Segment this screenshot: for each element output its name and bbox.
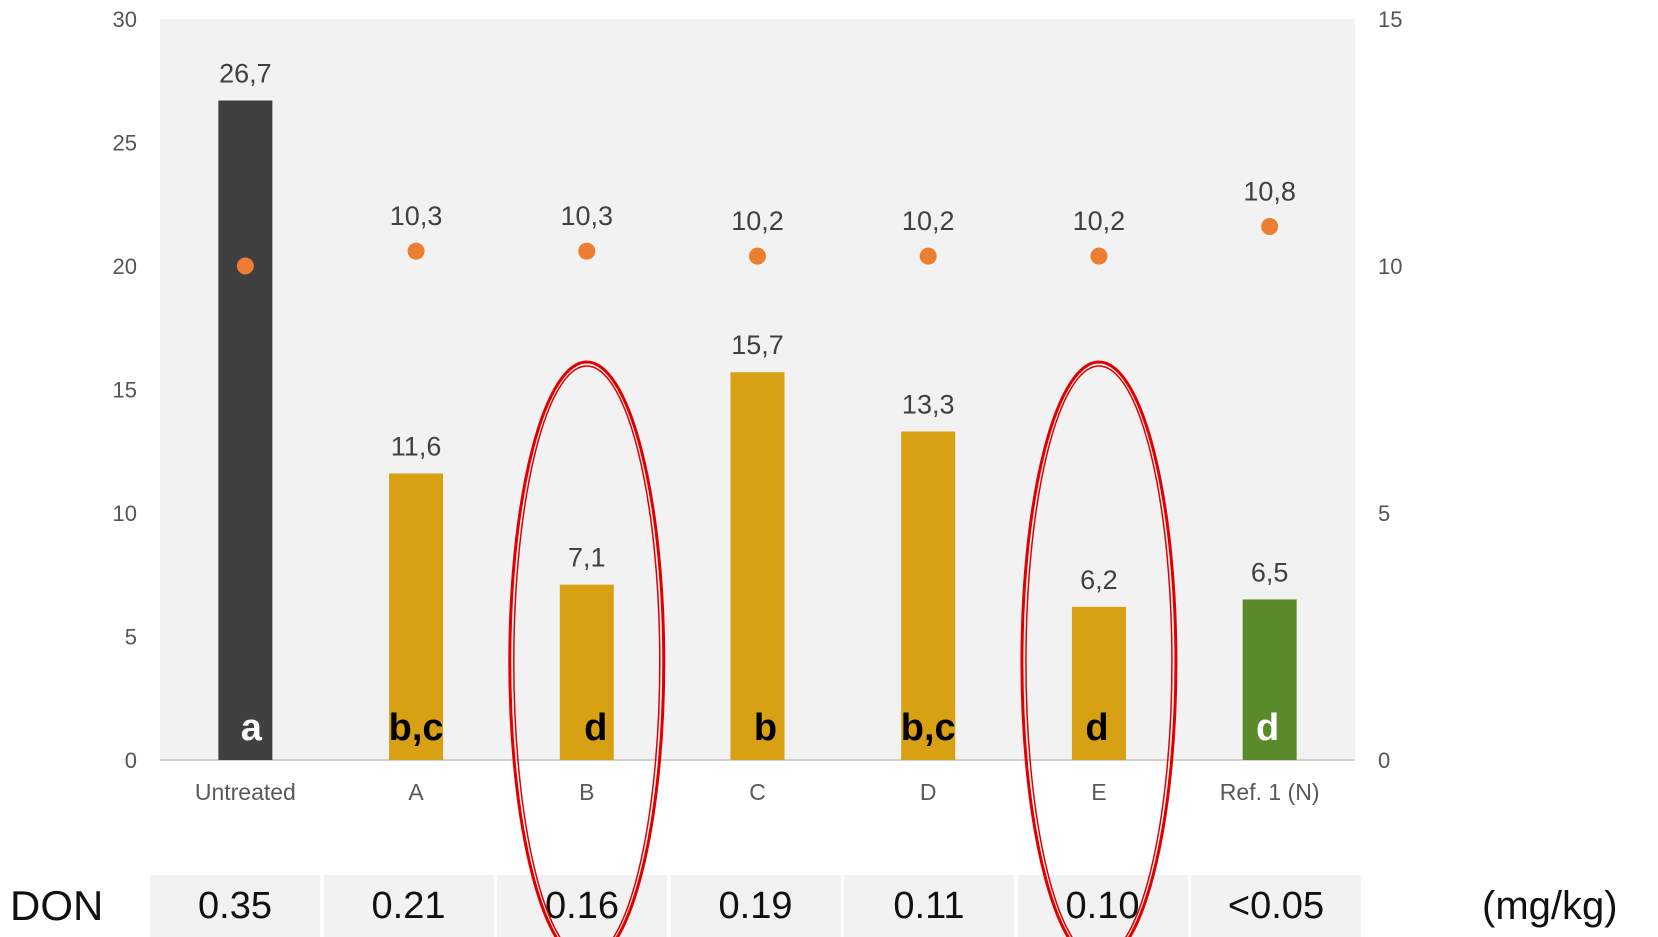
significance-letter: b,c [389,707,444,749]
y2-tick-label: 0 [1378,748,1390,773]
point [236,257,254,275]
point-value-label: 10,2 [902,206,955,236]
don-value-cell: 0.11 [844,875,1014,937]
bar-value-label: 7,1 [568,543,606,573]
x-category-label: Ref. 1 (N) [1220,779,1320,805]
don-value-cell: 0.21 [323,875,494,937]
y-tick-label: 20 [113,254,137,279]
point-series: 10,0 10,3 10,3 10,2 10,2 10,2 10,8 [219,176,1296,275]
y-tick-label: 25 [113,131,137,156]
point-value-label: 10,2 [731,206,784,236]
point [1261,217,1279,235]
point-value-label: 10,3 [561,201,614,231]
bar-value-label: 13,3 [902,389,955,419]
point [749,247,766,265]
y-tick-label: 15 [113,378,137,403]
y-tick-label: 30 [113,7,137,32]
don-value-cell: <0.05 [1191,875,1361,937]
don-value-cell: 0.10 [1017,875,1188,937]
x-category-label: B [579,779,594,805]
bar-value-label: 6,2 [1080,565,1118,595]
bar-value-label: 15,7 [731,330,784,360]
significance-letter: d [584,707,607,749]
significance-letter: b,c [901,707,956,749]
y-tick-label: 10 [113,501,137,526]
y2-tick-label: 15 [1378,7,1402,32]
y2-tick-label: 5 [1378,501,1390,526]
x-category-label: C [749,779,766,805]
y-tick-label: 5 [125,625,137,650]
x-category-label: A [408,779,424,805]
x-axis-categories: Untreated A B C D E Ref. 1 (N) [195,779,1320,805]
don-value-cell: 0.35 [150,875,320,937]
significance-letter: a [241,707,263,749]
bar [901,431,956,760]
significance-letter: d [1085,707,1108,749]
y-axis-left: 0 5 10 15 20 25 30 [113,7,137,773]
significance-letter: d [1256,707,1279,749]
y-axis-right: 0 5 10 15 [1378,7,1402,773]
bar [1242,599,1297,760]
bar [218,100,273,760]
point-value-label: 10,3 [390,201,443,231]
point-value-label: 10,2 [1073,206,1126,236]
don-unit: (mg/kg) [1482,883,1618,928]
point-value-label: 10,0 [219,216,272,246]
don-value-cell: 0.19 [670,875,841,937]
y2-tick-label: 10 [1378,254,1402,279]
x-category-label: D [920,779,937,805]
point-value-label: 10,8 [1243,176,1296,206]
point [407,242,425,260]
bar [389,473,444,760]
point [919,247,937,265]
bar-value-label: 26,7 [219,59,272,89]
x-category-label: E [1091,779,1106,805]
don-value-cell: 0.16 [497,875,667,937]
bar-value-label: 11,6 [391,431,442,461]
significance-letter: b [754,707,777,749]
point [1090,247,1108,265]
bar-value-label: 6,5 [1251,557,1289,587]
bar [730,372,785,760]
x-category-label: Untreated [195,779,296,805]
point [578,242,596,260]
y-tick-label: 0 [125,748,137,773]
don-label: DON [10,882,104,929]
